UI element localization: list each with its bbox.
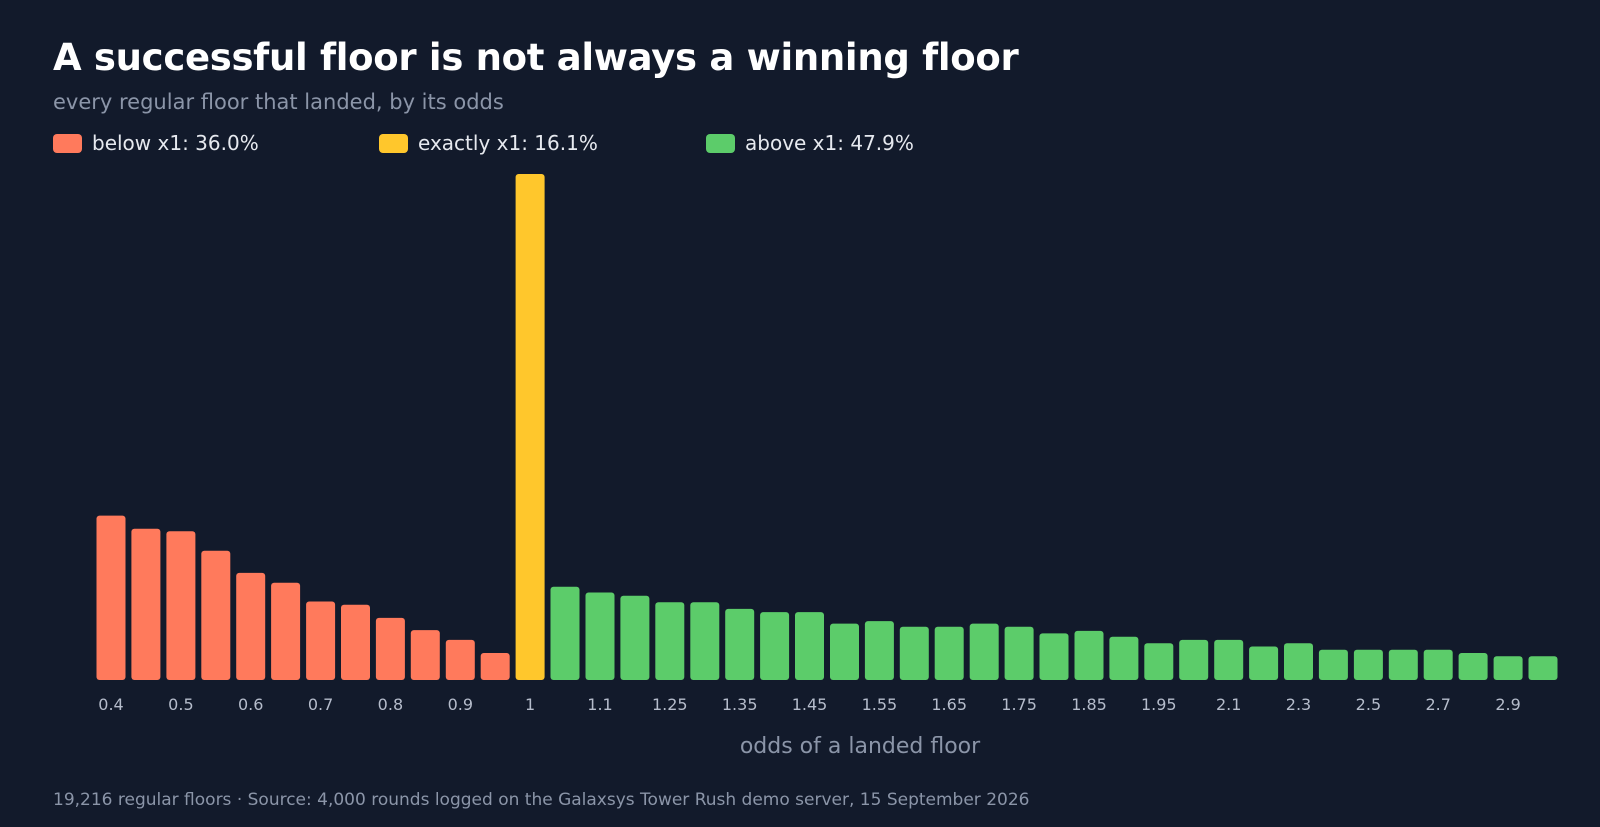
bar-1.35 <box>725 608 755 680</box>
bar-1.55 <box>864 621 894 680</box>
bar-0.8 <box>375 617 405 680</box>
legend-swatch-above <box>706 133 735 153</box>
bar-2.5 <box>1353 649 1383 680</box>
x-tick-label: 2.1 <box>1216 695 1241 714</box>
bar-0.7 <box>306 601 336 680</box>
legend-label-above: above x1: 47.9% <box>745 131 914 155</box>
bar-2.3 <box>1284 643 1313 680</box>
x-tick-label: 0.4 <box>98 695 123 714</box>
bar-0.95 <box>480 653 510 680</box>
bar-0.45 <box>131 528 161 680</box>
x-tick-label: 1 <box>525 695 535 714</box>
bar-1.2 <box>620 595 650 680</box>
bar-2.9 <box>1493 656 1523 680</box>
x-tick-label: 1.45 <box>792 695 828 714</box>
x-tick-label: 0.5 <box>168 695 193 714</box>
bar-1.4 <box>760 612 790 680</box>
x-tick-label: 2.5 <box>1356 695 1381 714</box>
footer-source: 19,216 regular floors · Source: 4,000 ro… <box>53 790 1030 810</box>
x-tick-label: 0.7 <box>308 695 333 714</box>
x-tick-label: 0.9 <box>448 695 473 714</box>
x-tick-label: 1.85 <box>1071 695 1107 714</box>
legend-item-exact: exactly x1: 16.1% <box>379 130 598 156</box>
x-tick-label: 1.75 <box>1001 695 1037 714</box>
x-tick-label: 0.8 <box>378 695 403 714</box>
bar-1.25 <box>655 602 685 680</box>
bar-1.45 <box>795 612 824 680</box>
bar-2.4 <box>1318 649 1348 680</box>
x-tick-label: 2.7 <box>1425 695 1450 714</box>
bar-0.5 <box>166 531 196 680</box>
x-tick-label: 1.65 <box>931 695 967 714</box>
bar-0.9 <box>445 639 475 680</box>
bar-2.1 <box>1214 639 1244 680</box>
bar-1.75 <box>1004 626 1034 680</box>
bar-1.8 <box>1039 633 1069 680</box>
legend-swatch-below <box>53 133 82 153</box>
chart-subtitle: every regular floor that landed, by its … <box>53 90 504 114</box>
bar-1.3 <box>690 602 720 680</box>
bar-2.8 <box>1458 653 1488 680</box>
bar-0.65 <box>271 582 301 680</box>
bar-2 <box>1179 639 1209 680</box>
bar-1.7 <box>969 623 999 680</box>
x-tick-label: 0.6 <box>238 695 263 714</box>
bar-1.5 <box>830 623 859 680</box>
legend-label-exact: exactly x1: 16.1% <box>418 131 598 155</box>
bar-1.85 <box>1074 630 1104 680</box>
bar-0.6 <box>236 572 266 680</box>
bar-1.05 <box>550 586 580 680</box>
bar-1.65 <box>934 626 964 680</box>
bar-1.9 <box>1109 636 1139 680</box>
legend-swatch-exact <box>379 133 408 153</box>
bar-2.7 <box>1423 649 1453 680</box>
legend-item-above: above x1: 47.9% <box>706 130 914 156</box>
x-tick-label: 2.3 <box>1286 695 1311 714</box>
chart-title: A successful floor is not always a winni… <box>53 36 1019 79</box>
legend-label-below: below x1: 36.0% <box>92 131 259 155</box>
x-tick-label: 1.95 <box>1141 695 1177 714</box>
bar-3 <box>1528 656 1558 680</box>
bar-1.95 <box>1144 643 1174 680</box>
bar-1 <box>515 174 545 680</box>
x-tick-labels: 0.4 0.5 0.6 0.7 0.8 0.9 1 1.1 1.25 1.35 1.45 1.55 1.… <box>98 695 1521 714</box>
bar-0.4 <box>96 515 126 680</box>
x-tick-label: 1.55 <box>862 695 898 714</box>
bar-0.75 <box>341 604 370 680</box>
x-axis-label: odds of a landed floor <box>740 734 981 759</box>
x-tick-label: 1.25 <box>652 695 688 714</box>
bar-chart: 0.4 0.5 0.6 0.7 0.8 0.9 1 1.1 1.25 1.35 1.45 1.55 1.… <box>96 174 1558 759</box>
bar-1.6 <box>899 626 929 680</box>
legend-item-below: below x1: 36.0% <box>53 130 259 156</box>
bar-0.55 <box>201 550 231 680</box>
bar-1.1 <box>585 592 615 680</box>
legend: below x1: 36.0% exactly x1: 16.1% above … <box>53 130 1053 156</box>
x-tick-label: 1.1 <box>587 695 612 714</box>
bar-0.85 <box>410 630 440 680</box>
bars-group <box>96 174 1558 680</box>
bar-2.2 <box>1249 646 1279 680</box>
x-tick-label: 1.35 <box>722 695 758 714</box>
x-tick-label: 2.9 <box>1495 695 1520 714</box>
bar-2.6 <box>1388 649 1418 680</box>
